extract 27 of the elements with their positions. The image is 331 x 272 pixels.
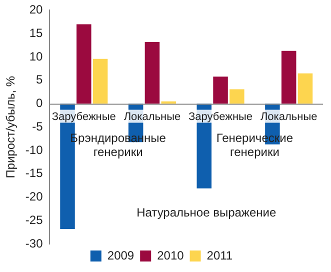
y-tick-label: -10 — [25, 142, 44, 157]
x-tick-label: Локальные — [260, 110, 318, 123]
bar — [76, 24, 92, 104]
bar — [92, 58, 108, 104]
y-tick-label: -30 — [25, 236, 44, 250]
y-axis-title: Прирост/убыль, % — [4, 76, 18, 178]
y-tick-label: 5 — [36, 72, 44, 87]
y-tick-label: -5 — [32, 119, 44, 134]
y-tick-label: -20 — [25, 190, 44, 204]
y-tick-label: 20 — [29, 2, 44, 17]
bar — [213, 76, 228, 104]
legend-label: 2009 — [107, 248, 134, 262]
x-tick-label: Локальные — [124, 110, 181, 123]
legend-label: 2010 — [157, 248, 184, 262]
legend-label: 2011 — [206, 248, 233, 262]
annotation: Натуральное выражение — [136, 205, 276, 220]
bar — [281, 50, 296, 104]
bar — [144, 42, 160, 104]
bar — [298, 73, 313, 104]
y-tick-label: 0 — [36, 96, 44, 110]
x-tick-label: Зарубежные — [52, 110, 116, 123]
x-tick-label: Зарубежные — [188, 110, 253, 123]
y-tick-label: 15 — [29, 26, 44, 40]
bar — [230, 89, 244, 104]
y-tick-label: -25 — [25, 212, 44, 227]
y-tick-label: 10 — [29, 49, 44, 64]
y-tick-label: -15 — [25, 166, 44, 180]
